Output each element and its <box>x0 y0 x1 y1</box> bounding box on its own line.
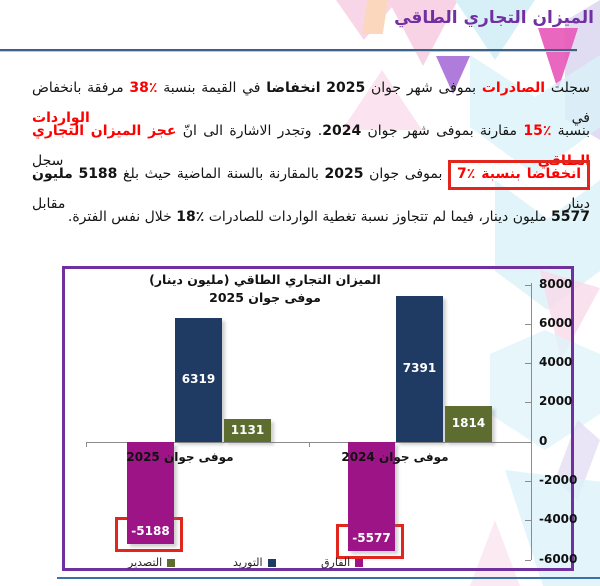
text-segment: ٪15 <box>523 123 552 139</box>
y-axis-label: 8000 <box>539 276 573 291</box>
category-label: موفى جوان 2025 <box>126 450 234 464</box>
x-axis-zero-line <box>86 441 531 443</box>
chart-title: الميزان التجاري الطاقي (مليون دينار) موف… <box>95 271 435 307</box>
text-segment: انخفاضا <box>266 80 321 96</box>
page-title: الميزان التجاري الطاقي <box>394 8 594 28</box>
y-axis-label: -2000 <box>539 473 578 487</box>
text-segment: مقارنة بموفى شهر جوان <box>361 123 524 139</box>
text-segment: 2025 <box>324 166 364 182</box>
legend-item: الفارق <box>321 556 364 569</box>
text-segment: . وتجدر الاشارة الى انّ <box>176 123 323 139</box>
chart-frame: الميزان التجاري الطاقي (مليون دينار) موف… <box>62 266 577 571</box>
text-segment: سجل <box>32 153 538 169</box>
y-axis-tick <box>525 402 531 404</box>
text-segment: دينار مقابل <box>32 196 590 212</box>
category-label: موفى جوان 2024 <box>341 450 449 464</box>
legend-swatch <box>267 558 276 567</box>
bar-value-label: -5188 <box>131 523 170 538</box>
paragraph: سجلت الصادرات بموفى شهر جوان 2025 انخفاض… <box>32 73 591 245</box>
bar-value-label: 6319 <box>181 371 216 386</box>
bar-export <box>445 406 492 442</box>
text-segment: 5577 <box>551 209 590 225</box>
y-axis-label: 2000 <box>539 394 573 409</box>
bar-export <box>224 419 271 442</box>
text-segment: 5188 <box>78 166 118 182</box>
bar-value-label: 1814 <box>451 415 486 430</box>
y-axis-label: 6000 <box>539 315 573 330</box>
text-segment: ٪18 <box>176 209 205 225</box>
paragraph-line: سجلت الصادرات بموفى شهر جوان 2025 انخفاض… <box>32 73 590 126</box>
text-segment: 2024 <box>322 123 362 139</box>
bar-value-label: 1131 <box>230 422 265 437</box>
y-axis-tick <box>525 284 531 286</box>
paragraph-line: 5577 مليون دينار، فيما لم تتجاوز نسبة تغ… <box>32 202 590 245</box>
y-axis-label: -4000 <box>539 512 578 527</box>
text-segment: بموفى جوان <box>363 166 448 182</box>
bar-import <box>396 296 443 442</box>
y-axis-tick <box>525 363 531 365</box>
x-axis-tick <box>309 441 310 447</box>
text-segment: بنسبة <box>551 123 591 139</box>
legend-item: التوريد <box>233 556 276 569</box>
legend-item: التصدير <box>128 556 176 569</box>
paragraph-line: بنسبة ٪15 مقارنة بموفى شهر جوان 2024. وت… <box>32 116 591 169</box>
y-axis-label: -6000 <box>539 551 578 566</box>
chart-title-line1: الميزان التجاري الطاقي (مليون دينار) <box>149 272 381 287</box>
text-segment: بموفى شهر جوان <box>365 80 482 96</box>
y-axis-tick <box>525 520 531 522</box>
text-segment: خلال نفس الفترة. <box>67 209 177 225</box>
highlighted-text-box: انخفاضا بنسبة ٪7 <box>447 160 591 190</box>
bar-difference <box>127 441 174 544</box>
bar-difference <box>348 441 395 552</box>
background-decoration-band <box>362 0 388 34</box>
chart-title-line2: موفى جوان 2025 <box>209 290 321 305</box>
text-segment: مليون <box>32 166 73 182</box>
legend-label: الفارق <box>321 556 351 569</box>
text-segment: سجلت <box>545 80 590 96</box>
y-axis-tick <box>525 323 531 325</box>
y-axis-label: 0 <box>539 433 548 448</box>
y-axis-tick <box>525 559 531 561</box>
paragraph-line: انخفاضا بنسبة ٪7 بموفى جوان 2025 بالمقار… <box>32 159 591 212</box>
legend-swatch <box>167 558 176 567</box>
text-segment: مليون دينار، فيما لم تتجاوز نسبة تغطية ا… <box>204 209 552 225</box>
x-axis-tick <box>86 441 87 447</box>
text-segment: في القيمة بنسبة <box>157 80 267 96</box>
text-segment: 2025 <box>326 80 366 96</box>
legend-label: التصدير <box>128 556 163 569</box>
y-axis-tick <box>525 481 531 482</box>
text-segment: الصادرات <box>481 80 546 96</box>
text-segment: ٪38 <box>129 80 158 96</box>
y-axis-label: 4000 <box>539 355 573 370</box>
text-segment: بالمقارنة بالسنة الماضية حيث بلغ <box>117 166 325 182</box>
background-decoration-triangle <box>336 0 398 40</box>
y-axis <box>531 283 532 560</box>
title-underline <box>0 49 577 52</box>
bar-import <box>175 317 222 442</box>
text-segment: الواردات <box>32 110 90 126</box>
bar-value-label: -5577 <box>352 531 391 546</box>
bar-value-label: 7391 <box>402 361 437 376</box>
legend-swatch <box>355 558 364 567</box>
legend-label: التوريد <box>233 556 263 569</box>
footer-line <box>57 577 600 579</box>
